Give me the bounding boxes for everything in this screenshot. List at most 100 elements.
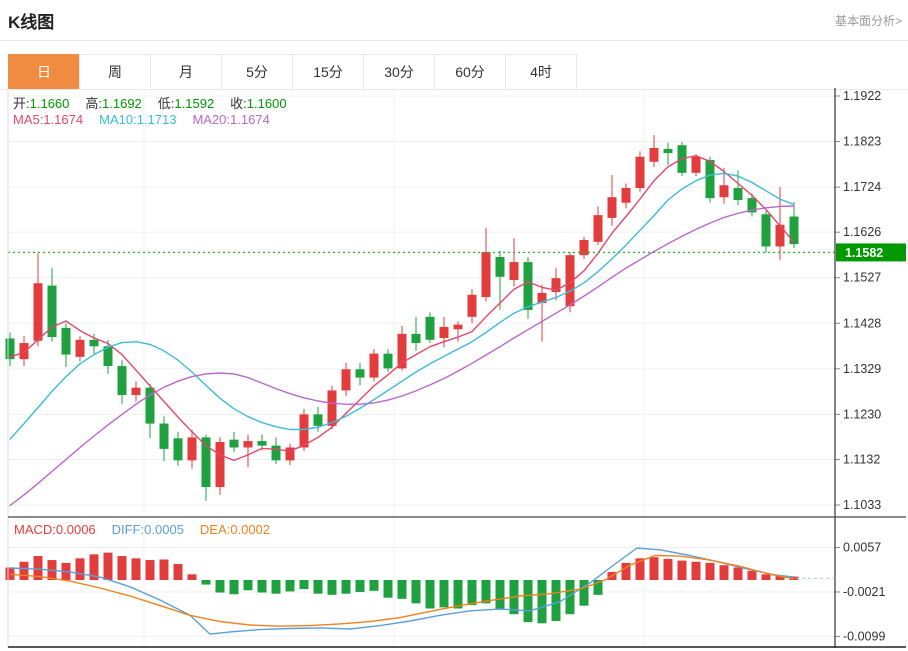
tab-period-2[interactable]: 月: [150, 54, 222, 90]
macd-axis-label: -0.0021: [843, 585, 885, 599]
macd-bar: [397, 580, 407, 599]
candle-body: [369, 353, 379, 378]
candle-body: [145, 387, 155, 424]
page-title: K线图: [8, 13, 55, 32]
legend-ma-item: MA5:1.1674: [13, 112, 84, 127]
candle-body: [775, 224, 785, 247]
candle-body: [425, 316, 435, 340]
current-price-tag: [836, 243, 906, 262]
candle-body: [551, 278, 561, 292]
tab-period-4[interactable]: 15分: [292, 54, 364, 90]
macd-bar: [5, 567, 15, 580]
y-axis-label: 1.1626: [843, 225, 881, 239]
candle-body: [453, 324, 463, 330]
candle-body: [467, 294, 477, 317]
candle-body: [61, 327, 71, 355]
macd-bar: [621, 562, 631, 580]
y-axis-label: 1.1033: [843, 498, 881, 512]
legend-macd-item: MACD:0.0006: [14, 522, 96, 537]
candle-body: [719, 185, 729, 198]
macd-bar: [425, 580, 435, 609]
macd-bar: [481, 580, 491, 604]
candle-body: [579, 240, 589, 256]
candle-body: [565, 255, 575, 307]
macd-bar: [649, 557, 659, 580]
candle-body: [89, 339, 99, 347]
ma-line-ma20: [9, 205, 795, 507]
macd-bar: [761, 574, 771, 580]
y-axis-label: 1.1132: [843, 452, 880, 466]
macd-axis-label: 0.0057: [843, 541, 881, 555]
candle-body: [341, 369, 351, 391]
tab-period-3[interactable]: 5分: [221, 54, 293, 90]
candle-body: [131, 387, 141, 396]
tab-period-0[interactable]: 日: [8, 54, 80, 90]
legend-ma-item: MA20:1.1674: [192, 112, 270, 127]
macd-bar: [327, 580, 337, 595]
macd-axis-label: -0.0099: [843, 629, 885, 643]
candle-body: [733, 188, 743, 200]
ma-legend: MA5:1.1674 MA10:1.1713 MA20:1.1674: [13, 112, 286, 127]
candle-body: [201, 437, 211, 488]
candle-body: [229, 439, 239, 448]
fundamental-analysis-link[interactable]: 基本面分析>: [834, 14, 902, 28]
candle-body: [593, 215, 603, 242]
candle-body: [397, 333, 407, 369]
macd-bar: [593, 580, 603, 595]
candle-body: [537, 292, 547, 304]
macd-bar: [257, 580, 267, 593]
macd-bar: [663, 558, 673, 580]
macd-bar: [103, 552, 113, 580]
macd-bar: [495, 580, 505, 610]
macd-bar: [229, 580, 239, 595]
macd-bar: [411, 580, 421, 604]
y-axis-label: 1.1230: [843, 407, 881, 421]
macd-bar: [523, 580, 533, 623]
legend-ohlc-item: 收:1.1600: [230, 96, 287, 111]
ohlc-legend: 开:1.1660 高:1.1692 低:1.1592 收:1.1600: [13, 93, 303, 112]
candle-body: [313, 414, 323, 426]
candle-body: [705, 159, 715, 199]
tab-period-5[interactable]: 30分: [363, 54, 435, 90]
macd-bar: [383, 580, 393, 598]
macd-bar: [215, 580, 225, 593]
legend-macd-item: DIFF:0.0005: [111, 522, 184, 537]
candle-body: [159, 423, 169, 449]
candle-body: [243, 441, 253, 448]
candle-body: [33, 283, 43, 341]
macd-bar: [75, 558, 85, 580]
macd-bar: [201, 580, 211, 585]
macd-bar: [89, 554, 99, 580]
legend-ohlc-item: 低:1.1592: [157, 96, 215, 111]
macd-bar: [467, 580, 477, 606]
macd-bar: [369, 580, 379, 591]
candle-body: [75, 339, 85, 357]
macd-bar: [341, 580, 351, 594]
macd-bar: [117, 556, 127, 580]
macd-bar: [579, 580, 589, 606]
candle-body: [383, 353, 393, 369]
macd-bar: [355, 580, 365, 592]
y-axis-label: 1.1724: [843, 180, 881, 194]
y-axis-label: 1.1329: [843, 362, 881, 376]
macd-bar: [537, 580, 547, 624]
candle-body: [635, 156, 645, 189]
macd-bar: [775, 576, 785, 580]
legend-macd-item: DEA:0.0002: [199, 522, 271, 537]
macd-bar: [551, 580, 561, 622]
y-axis-label: 1.1922: [843, 89, 881, 103]
legend-ohlc-item: 开:1.1660: [13, 96, 70, 111]
macd-bar: [187, 574, 197, 580]
tab-period-6[interactable]: 60分: [434, 54, 506, 90]
macd-bar: [285, 580, 295, 592]
macd-bar: [145, 560, 155, 580]
candle-body: [47, 285, 57, 338]
candle-body: [285, 447, 295, 461]
candle-body: [761, 214, 771, 247]
candle-body: [355, 369, 365, 378]
candle-body: [173, 438, 183, 461]
header-divider: [0, 40, 908, 41]
macd-bar: [691, 561, 701, 580]
